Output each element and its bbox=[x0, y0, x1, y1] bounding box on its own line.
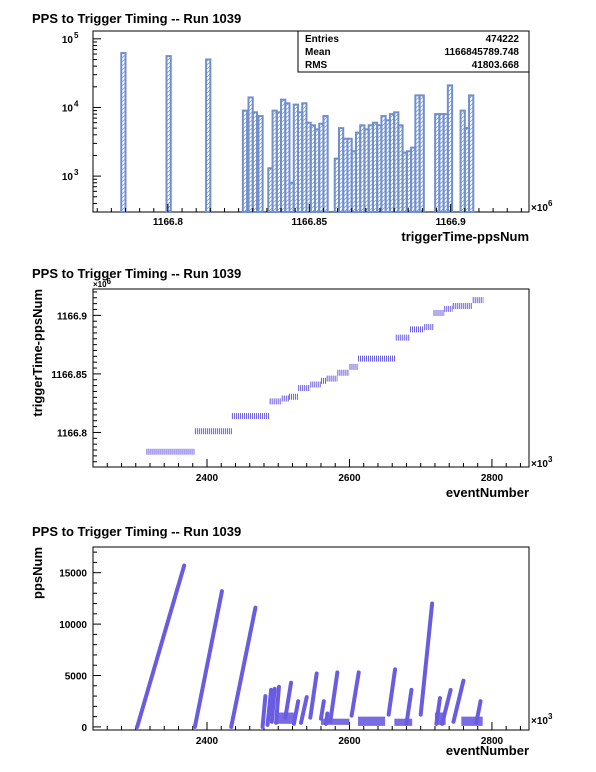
stats-box-frame bbox=[297, 30, 530, 73]
pps-num-ramp bbox=[229, 605, 258, 729]
stats-mean-value: 1166845789.748 bbox=[444, 47, 519, 58]
histogram-y-tick-label: 10 bbox=[62, 172, 74, 183]
histogram-bar bbox=[322, 115, 329, 213]
pps-num-x-tick-label: 2400 bbox=[196, 736, 219, 747]
stats-rms-value: 41803.668 bbox=[472, 60, 520, 71]
trigger-time-frame bbox=[92, 288, 530, 468]
pps-num-ramp bbox=[404, 687, 414, 726]
histogram-bar bbox=[241, 109, 249, 213]
pps-num-ramp bbox=[269, 686, 277, 724]
pps-num-ramp bbox=[349, 670, 361, 718]
trigger-time-x-tick-label: 2400 bbox=[196, 473, 219, 484]
histogram-bar bbox=[468, 94, 475, 213]
pps-num-x-tick-label: 2600 bbox=[338, 736, 361, 747]
pps-num-noise-band bbox=[461, 716, 483, 726]
trigger-time-x-tick-label: 2600 bbox=[338, 473, 361, 484]
trigger-time-x-label: eventNumber bbox=[446, 485, 529, 500]
pps-num-noise-band bbox=[434, 712, 446, 725]
stats-entries-label: Entries bbox=[305, 34, 339, 45]
histogram-title: PPS to Trigger Timing -- Run 1039 bbox=[32, 11, 241, 26]
pps-num-ramp bbox=[474, 699, 483, 725]
trigger-time-axes: 2400 2600 2800 1166.8 1166.85 1166.9 bbox=[51, 291, 521, 484]
pps-num-points bbox=[135, 563, 483, 729]
pps-num-y-tick-label: 0 bbox=[81, 723, 87, 734]
histogram-x-tick-label: 1166.9 bbox=[436, 217, 466, 228]
histogram-x-tick-label: 1166.8 bbox=[153, 217, 183, 228]
trigger-time-panel: PPS to Trigger Timing -- Run 1039 2400 26… bbox=[30, 266, 553, 500]
histogram-bar bbox=[446, 84, 454, 213]
pps-num-y-tick-label: 5000 bbox=[65, 672, 88, 683]
histogram-bar bbox=[251, 111, 258, 213]
trigger-time-title: PPS to Trigger Timing -- Run 1039 bbox=[32, 266, 241, 281]
pps-num-noise-band bbox=[320, 718, 350, 725]
pps-num-y-tick-label: 15000 bbox=[59, 569, 87, 580]
histogram-x-label: triggerTime-ppsNum bbox=[401, 229, 529, 244]
trigger-time-y-tick-label: 1166.85 bbox=[51, 370, 87, 381]
pps-num-ramp bbox=[265, 687, 274, 727]
pps-num-ramp bbox=[328, 670, 340, 724]
pps-num-x-multiplier: ×103 bbox=[531, 712, 553, 727]
histogram-bar bbox=[284, 102, 291, 213]
pps-num-ramp bbox=[260, 694, 268, 729]
stats-mean-label: Mean bbox=[305, 47, 331, 58]
trigger-time-y-multiplier: ×106 bbox=[93, 277, 112, 289]
histogram-bar bbox=[205, 58, 212, 214]
pps-num-ramp bbox=[274, 684, 281, 725]
stats-entries-value: 474222 bbox=[486, 34, 520, 45]
pps-num-frame bbox=[92, 546, 530, 731]
histogram-bar bbox=[257, 115, 264, 213]
pps-num-ramp bbox=[451, 678, 466, 724]
stats-rms-label: RMS bbox=[305, 60, 328, 71]
pps-num-ramp bbox=[192, 589, 224, 729]
histogram-y-tick-exponent: 4 bbox=[74, 99, 79, 108]
pps-num-y-label: ppsNum bbox=[30, 547, 45, 599]
histogram-bar bbox=[165, 55, 172, 213]
pps-num-ramp bbox=[308, 671, 319, 720]
histogram-panel: PPS to Trigger Timing -- Run 1039 1166.8… bbox=[32, 11, 553, 244]
stats-box: Entries 474222 Mean 1166845789.748 RMS 4… bbox=[297, 30, 530, 73]
pps-num-ramp bbox=[318, 699, 326, 721]
histogram-x-multiplier: ×106 bbox=[531, 199, 553, 214]
pps-num-ramp bbox=[299, 695, 309, 725]
pps-num-ramp bbox=[386, 667, 398, 717]
histogram-x-tick-label: 1166.85 bbox=[291, 217, 327, 228]
histogram-bar bbox=[120, 52, 127, 214]
pps-num-axes: 2400 2600 2800 0 5000 10000 15000 bbox=[59, 551, 521, 747]
pps-num-title: PPS to Trigger Timing -- Run 1039 bbox=[32, 524, 241, 539]
pps-num-ramp bbox=[283, 680, 294, 720]
trigger-time-points bbox=[146, 297, 484, 455]
pps-num-ramp bbox=[440, 687, 453, 726]
pps-num-noise-band bbox=[358, 716, 386, 726]
pps-num-y-tick-label: 10000 bbox=[59, 620, 87, 631]
histogram-y-tick-exponent: 5 bbox=[74, 31, 79, 40]
pps-num-x-tick-label: 2800 bbox=[481, 736, 504, 747]
histogram-y-tick-exponent: 3 bbox=[74, 168, 79, 177]
trigger-time-y-tick-label: 1166.8 bbox=[57, 428, 87, 439]
pps-num-ramp bbox=[434, 696, 442, 726]
pps-num-ramp bbox=[291, 699, 301, 726]
histogram-y-tick-label: 10 bbox=[62, 35, 74, 46]
trigger-time-y-tick-label: 1166.9 bbox=[57, 311, 87, 322]
pps-num-noise-band bbox=[394, 718, 413, 726]
histogram-bar bbox=[418, 94, 425, 213]
trigger-time-x-tick-label: 2800 bbox=[481, 473, 504, 484]
pps-num-ramp bbox=[135, 563, 187, 729]
trigger-time-y-label: triggerTime-ppsNum bbox=[30, 289, 45, 417]
histogram-bars bbox=[120, 52, 475, 214]
trigger-time-x-multiplier: ×103 bbox=[531, 455, 553, 470]
histogram-y-tick-label: 10 bbox=[62, 103, 74, 114]
pps-num-x-label: eventNumber bbox=[446, 743, 529, 758]
pps-num-ramp bbox=[323, 711, 330, 726]
pps-num-ramp bbox=[418, 601, 435, 717]
pps-num-panel: PPS to Trigger Timing -- Run 1039 2400 26… bbox=[30, 524, 553, 758]
